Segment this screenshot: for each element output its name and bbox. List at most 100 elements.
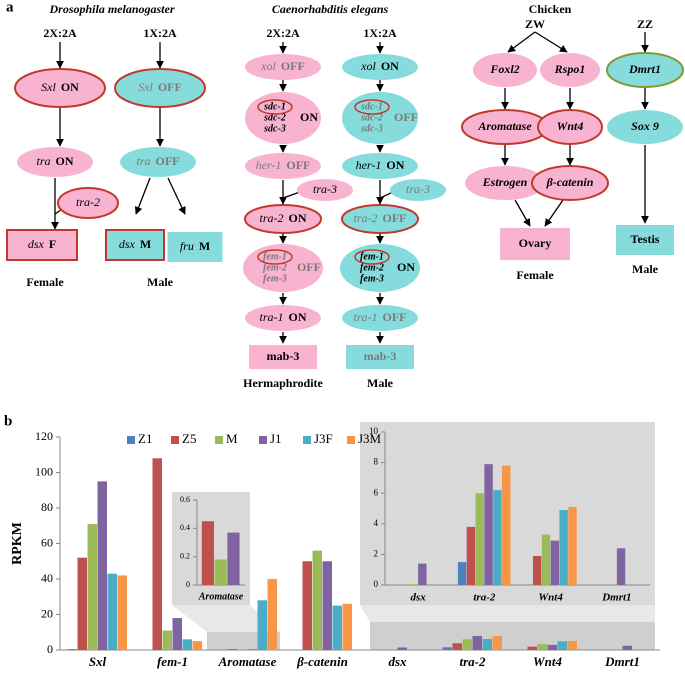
species-title: Caenorhabditis elegans: [272, 2, 389, 16]
x-tick-label: Wnt4: [538, 592, 563, 604]
y-tick-label: 40: [41, 571, 53, 585]
node: [243, 244, 323, 292]
bar: [77, 557, 87, 650]
bar: [527, 646, 537, 650]
chromosome-ratio: 2X:2A: [43, 26, 77, 40]
node: [531, 165, 609, 201]
node-state: ON: [56, 154, 74, 168]
node-box: [249, 345, 317, 369]
bar: [162, 630, 172, 650]
bar: [332, 605, 342, 650]
x-tick-label: β-catenin: [296, 654, 348, 669]
bar: [107, 573, 117, 650]
node-state: ON: [300, 110, 318, 124]
legend-swatch: [303, 436, 311, 444]
node-label: Ovary: [519, 236, 552, 250]
node-gene: Sxl: [41, 80, 56, 94]
node-gene: Estrogen: [482, 175, 528, 189]
node-gene: sdc-2: [360, 112, 383, 123]
bar: [418, 563, 427, 585]
bar: [67, 649, 77, 650]
node-label: xol ON: [360, 59, 399, 73]
arrow: [514, 199, 531, 227]
node-label: tra-2 ON: [260, 211, 307, 225]
arrow: [507, 31, 536, 53]
node-state: OFF: [297, 260, 321, 274]
node-label: her-1 OFF: [256, 158, 311, 172]
arrow: [167, 177, 186, 215]
bar: [247, 649, 257, 650]
node-label: mab-3: [364, 349, 397, 363]
bar: [97, 481, 107, 650]
node-box: [346, 345, 414, 369]
bar: [312, 550, 322, 650]
x-tick-label: tra-2: [473, 592, 496, 604]
node-gene: tra: [136, 154, 150, 168]
node-state: F: [49, 237, 56, 251]
node: [57, 187, 119, 219]
bar: [557, 641, 567, 650]
node: [245, 92, 321, 144]
node-label: xol OFF: [260, 59, 305, 73]
y-tick-label: 80: [41, 500, 53, 514]
node-gene: tra: [36, 154, 50, 168]
chromosome-ratio: ZZ: [637, 17, 653, 31]
bar: [622, 645, 632, 650]
legend-label: J3M: [358, 431, 382, 446]
node-label: Rspo1: [554, 62, 586, 76]
node-label: dsx F: [28, 237, 56, 251]
node: [342, 54, 418, 80]
x-tick-label: dsx: [388, 654, 407, 669]
node-state: ON: [61, 80, 79, 94]
node: [120, 147, 196, 177]
y-tick-label: 0: [186, 580, 190, 589]
bar: [227, 532, 240, 585]
bar: [322, 561, 332, 650]
y-tick-label: 20: [41, 606, 53, 620]
chromosome-ratio: 2X:2A: [266, 26, 300, 40]
node-state: ON: [386, 158, 404, 172]
x-tick-label: fem-1: [157, 654, 188, 669]
node-gene: β-catenin: [546, 175, 594, 189]
node-label: Foxl2: [489, 62, 519, 76]
bar: [550, 540, 560, 585]
inset-backgrounds: [172, 422, 655, 650]
legend-swatch: [171, 436, 179, 444]
node: [342, 153, 418, 179]
node-state: ON: [397, 260, 415, 274]
node: [540, 53, 600, 87]
y-tick-label: 4: [374, 518, 379, 528]
node: [465, 166, 545, 200]
y-tick-label: 2: [374, 548, 379, 558]
node-label: Sox 9: [631, 119, 659, 133]
node-gene: fem-1: [263, 251, 287, 262]
x-tick-label: Wnt4: [533, 654, 562, 669]
node-state: OFF: [394, 110, 418, 124]
node-gene: sdc-2: [263, 112, 286, 123]
legend-label: J1: [270, 431, 282, 446]
bar: [559, 510, 568, 585]
node-box: [105, 229, 165, 261]
bar: [568, 506, 577, 585]
y-tick-label: 0.2: [180, 551, 190, 560]
node-gene: fru: [180, 239, 194, 253]
node: [606, 52, 684, 88]
node-label: mab-3: [267, 349, 300, 363]
node: [245, 54, 321, 80]
node: [297, 179, 353, 201]
bar: [502, 465, 511, 585]
arrow: [544, 199, 564, 227]
arrow: [134, 177, 151, 215]
node-gene: tra-2: [76, 195, 100, 209]
node-box: [616, 225, 674, 255]
bar: [87, 523, 97, 650]
node-label: dsx M: [119, 237, 151, 251]
legend-swatch: [347, 436, 355, 444]
node-label: tra OFF: [136, 154, 179, 168]
sex-label: Female: [516, 268, 554, 282]
bar: [117, 575, 127, 650]
node: [245, 153, 321, 179]
node-label: Sxl ON: [41, 80, 79, 94]
node-gene: sdc-3: [360, 123, 383, 134]
